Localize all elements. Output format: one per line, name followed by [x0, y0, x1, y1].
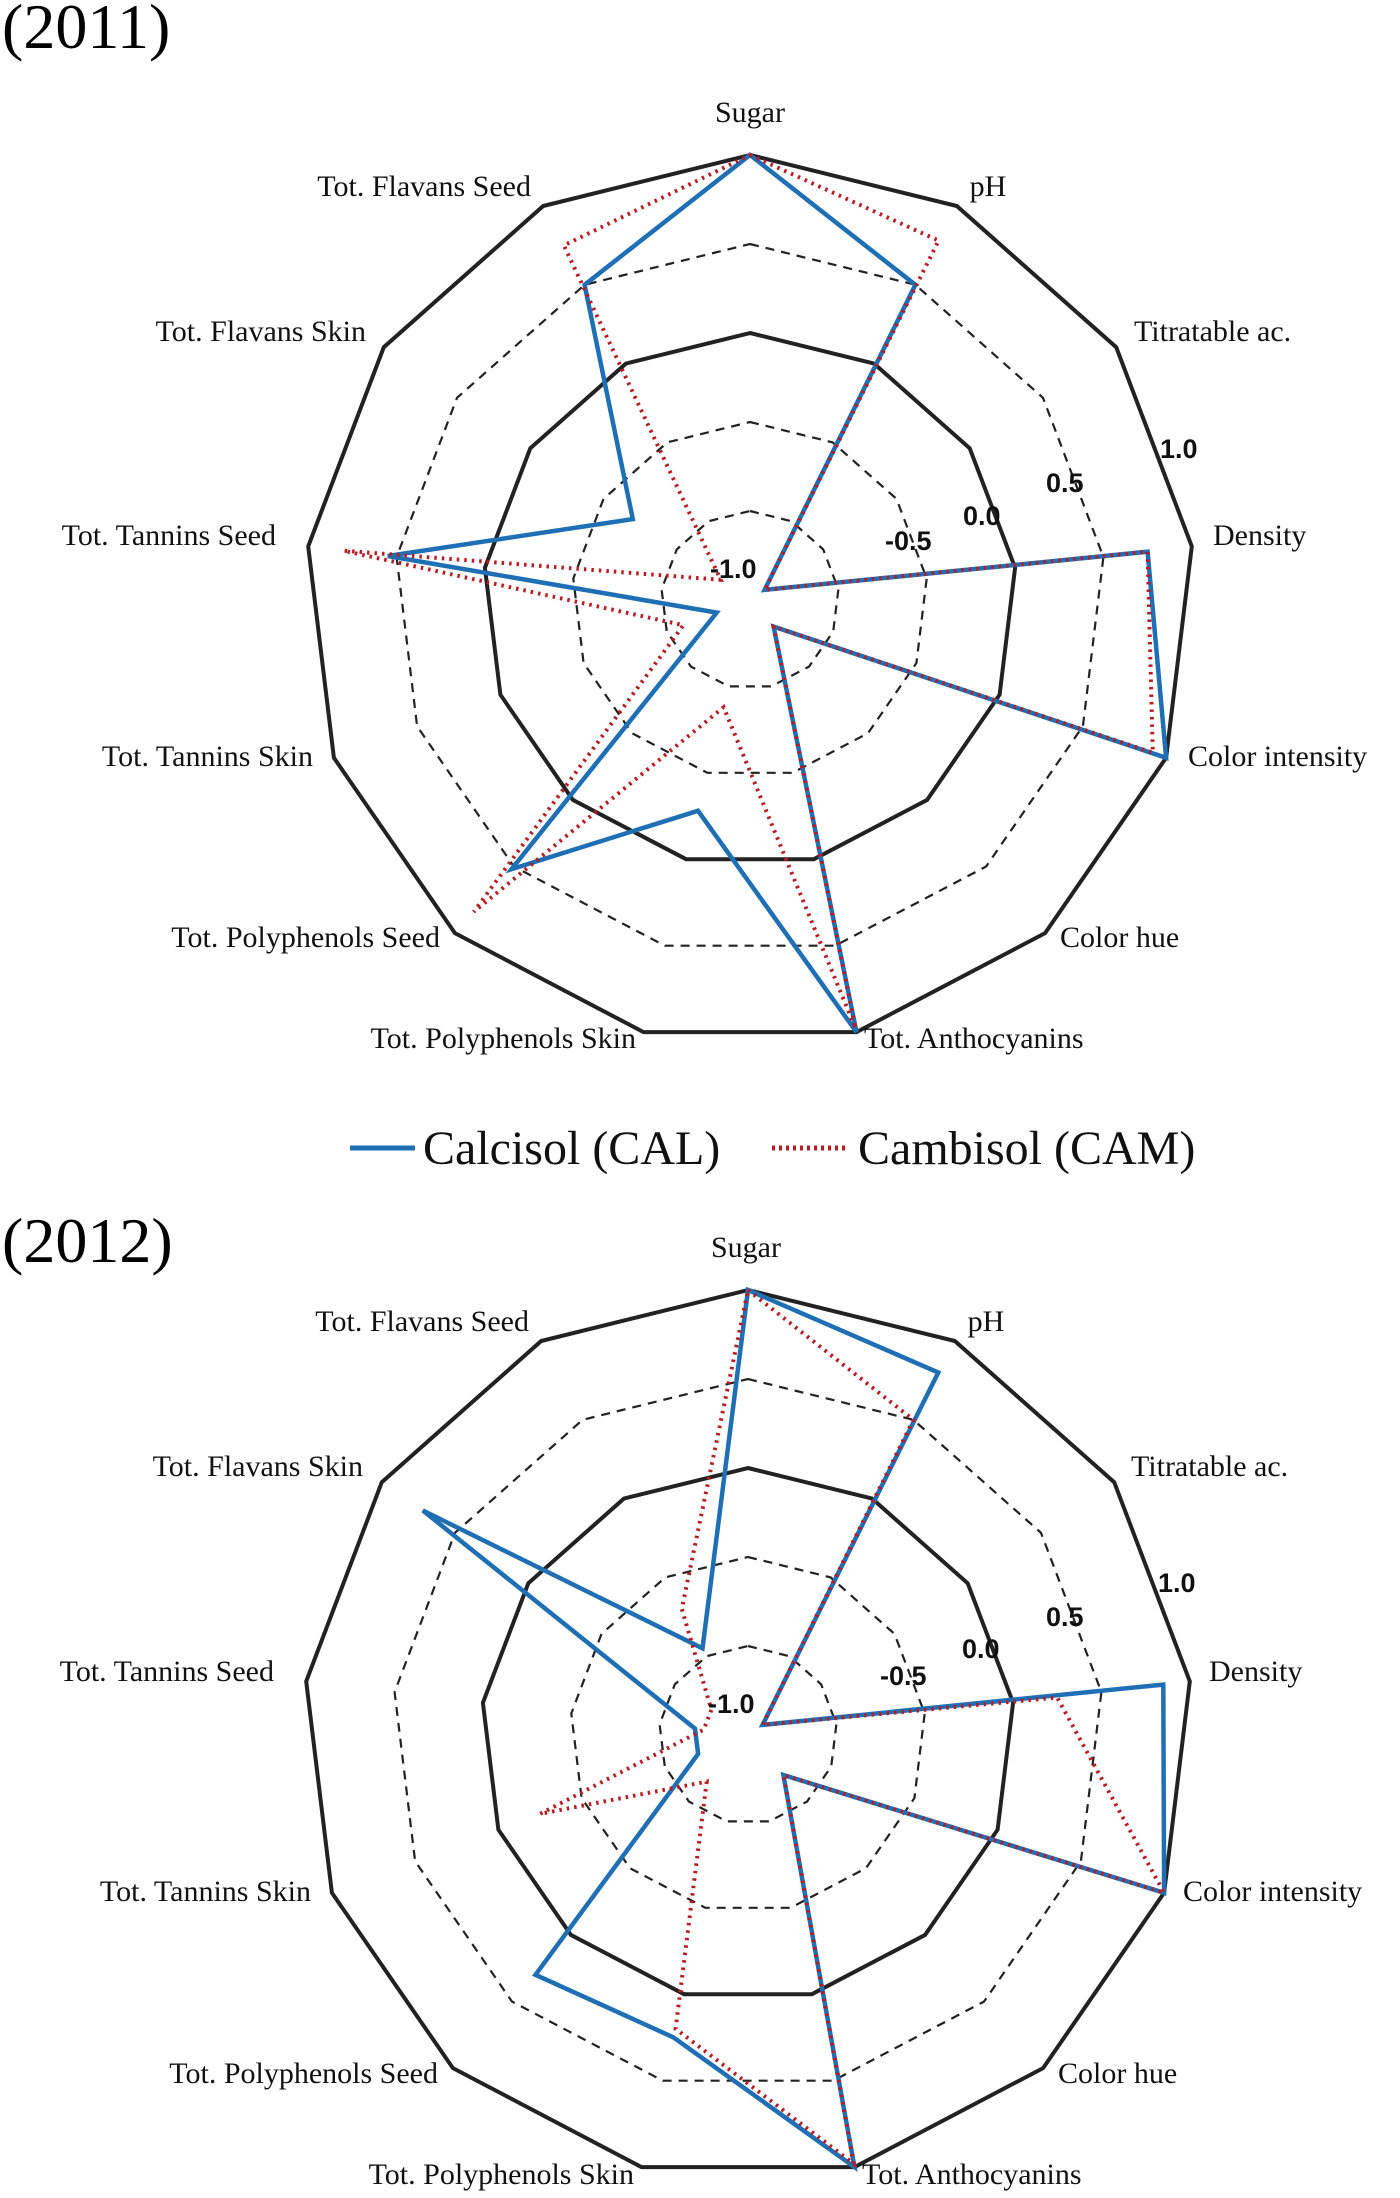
- axis-label: Tot. Flavans Seed: [315, 1305, 529, 1338]
- grid-ring--0.5: [572, 420, 928, 774]
- tick-label: 0.5: [1046, 468, 1084, 498]
- grid-ring-0.0: [482, 330, 1018, 862]
- radar-grid: [304, 1287, 1192, 2170]
- grid-ring-1.0: [304, 1287, 1192, 2170]
- axis-label: Tot. Tannins Skin: [100, 1875, 311, 1908]
- series-calcisol-line: [421, 1286, 1167, 2173]
- axis-label: Tot. Tannins Skin: [102, 740, 313, 773]
- axis-label: Density: [1209, 1655, 1302, 1688]
- grid-ring-0.5: [395, 242, 1105, 947]
- axis-label: Tot. Tannins Seed: [60, 1655, 274, 1688]
- tick-label: -1.0: [708, 1689, 755, 1719]
- axis-label: Tot. Polyphenols Skin: [369, 2158, 634, 2191]
- legend-cam-label: Cambisol (CAM): [858, 1122, 1195, 1175]
- axis-label: Color intensity: [1188, 740, 1367, 773]
- axis-label: Tot. Anthocyanins: [862, 2158, 1082, 2191]
- axis-label: Tot. Flavans Seed: [317, 170, 531, 203]
- series-cambisol-line: [539, 1286, 1169, 2169]
- axis-label: pH: [970, 170, 1007, 203]
- radar-chart-2011: (2011) -1.0 -0.5 0.0 0.5 1.0 Sugar pH Titratabl…: [2, 0, 1367, 1055]
- series-cambisol-line: [343, 152, 1155, 1030]
- grid-ring--1.0: [658, 1644, 838, 1823]
- axis-label: Color hue: [1058, 2057, 1177, 2090]
- tick-label: -0.5: [885, 526, 932, 556]
- grid-ring-0.0: [480, 1465, 1016, 1997]
- axis-label: Color hue: [1060, 921, 1179, 954]
- grid-ring--1.0: [660, 509, 840, 688]
- axis-label: Tot. Polyphenols Skin: [371, 1022, 636, 1055]
- axis-label: Titratable ac.: [1131, 1450, 1288, 1483]
- grid-ring-0.5: [393, 1377, 1103, 2082]
- axis-label: Sugar: [715, 96, 785, 129]
- tick-label: 0.0: [963, 501, 1001, 531]
- axis-label: Sugar: [711, 1231, 781, 1264]
- grid-ring--0.5: [570, 1555, 926, 1909]
- axis-label: Tot. Polyphenols Seed: [169, 2057, 438, 2090]
- axis-label: Tot. Anthocyanins: [864, 1022, 1084, 1055]
- tick-label: -0.5: [880, 1661, 927, 1691]
- legend-cal-label: Calcisol (CAL): [423, 1122, 720, 1175]
- tick-label: -1.0: [710, 554, 757, 584]
- tick-label: 1.0: [1160, 434, 1198, 464]
- radar-chart-2012: (2012) -1.0 -0.5 0.0 0.5 1.0 Sugar pH Titratabl…: [2, 1205, 1362, 2191]
- radar-grid: [306, 152, 1194, 1035]
- axis-label: Tot. Flavans Skin: [153, 1450, 363, 1483]
- tick-label: 0.0: [962, 1634, 1000, 1664]
- axis-label: Titratable ac.: [1134, 315, 1291, 348]
- axis-label: Tot. Tannins Seed: [62, 519, 276, 552]
- chart-title-2011: (2011): [2, 0, 170, 62]
- axis-label: Tot. Polyphenols Seed: [171, 921, 440, 954]
- axis-label: Density: [1213, 519, 1306, 552]
- tick-label: 1.0: [1158, 1568, 1196, 1598]
- legend: Calcisol (CAL) Cambisol (CAM): [350, 1122, 1195, 1175]
- axis-label: Color intensity: [1183, 1875, 1362, 1908]
- grid-ring-1.0: [306, 152, 1194, 1035]
- tick-label: 0.5: [1046, 1602, 1084, 1632]
- chart-title-2012: (2012): [2, 1205, 173, 1276]
- axis-label: pH: [968, 1305, 1005, 1338]
- axis-label: Tot. Flavans Skin: [156, 315, 366, 348]
